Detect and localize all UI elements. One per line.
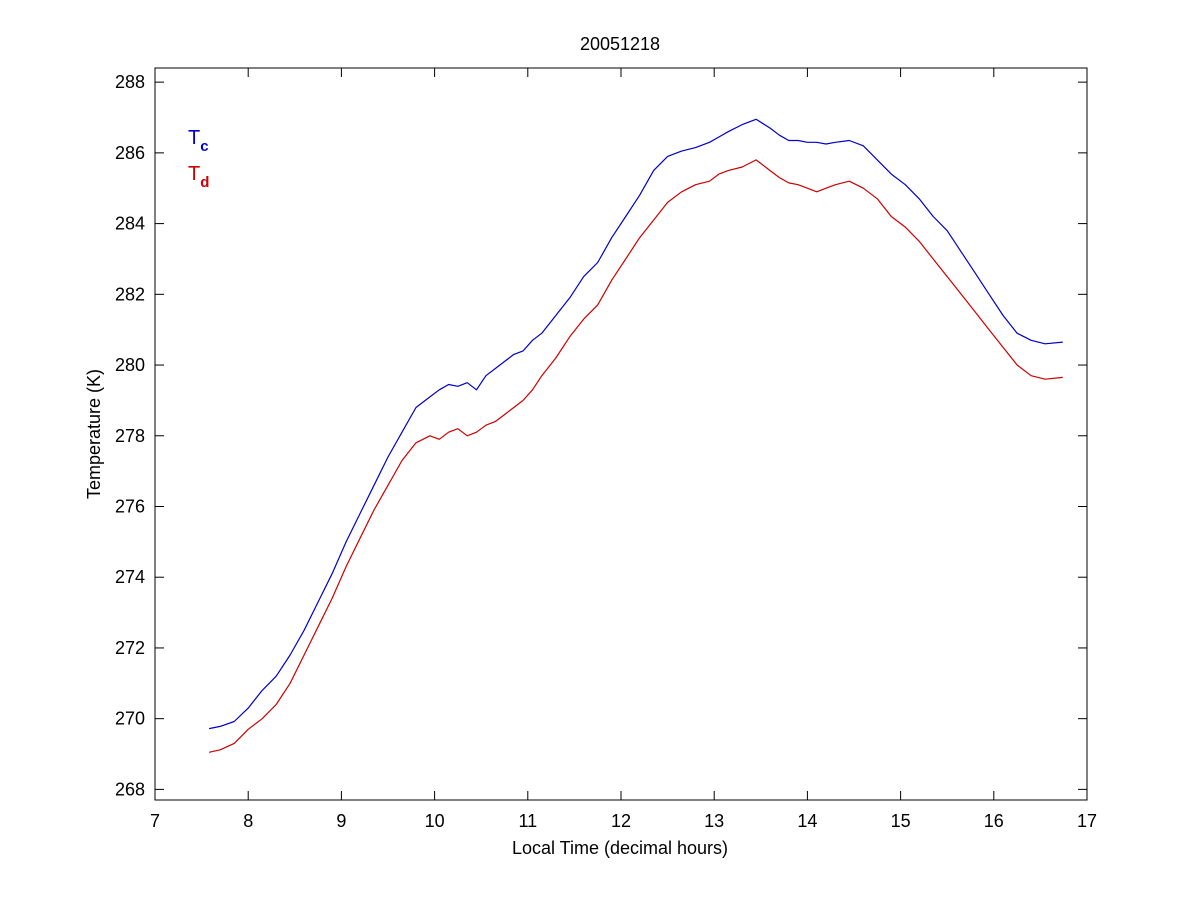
x-tick-label: 16 [984,811,1004,831]
x-tick-label: 8 [243,811,253,831]
y-tick-label: 282 [115,284,145,304]
series-line-c [208,118,1063,730]
series-line-d [208,159,1063,753]
y-tick-label: 274 [115,567,145,587]
x-tick-label: 17 [1077,811,1097,831]
chart-title: 20051218 [580,34,660,54]
y-tick-label: 288 [115,72,145,92]
y-tick-label: 284 [115,214,145,234]
y-tick-label: 286 [115,143,145,163]
y-tick-label: 268 [115,779,145,799]
series-layer [208,118,1063,753]
y-tick-label: 272 [115,638,145,658]
legend: Tc Td [188,127,209,191]
x-tick-label: 13 [704,811,724,831]
y-axis-label: Temperature (K) [84,369,104,499]
x-tick-label: 14 [797,811,817,831]
x-axis-ticks: 7 8 9 10 11 12 13 14 15 16 17 [150,68,1097,831]
x-tick-label: 9 [336,811,346,831]
x-tick-label: 15 [891,811,911,831]
x-axis-label: Local Time (decimal hours) [512,838,728,858]
x-tick-label: 7 [150,811,160,831]
x-tick-label: 12 [611,811,631,831]
legend-entry-d: Td [188,163,209,191]
y-tick-label: 270 [115,709,145,729]
y-tick-label: 278 [115,426,145,446]
y-tick-label: 280 [115,355,145,375]
x-tick-label: 10 [425,811,445,831]
legend-entry-c: Tc [188,127,209,155]
y-tick-label: 276 [115,496,145,516]
plot-area [154,67,1088,801]
y-axis-ticks: 268 270 272 274 276 278 280 282 284 286 288 [115,72,1087,799]
x-tick-label: 11 [518,811,537,831]
